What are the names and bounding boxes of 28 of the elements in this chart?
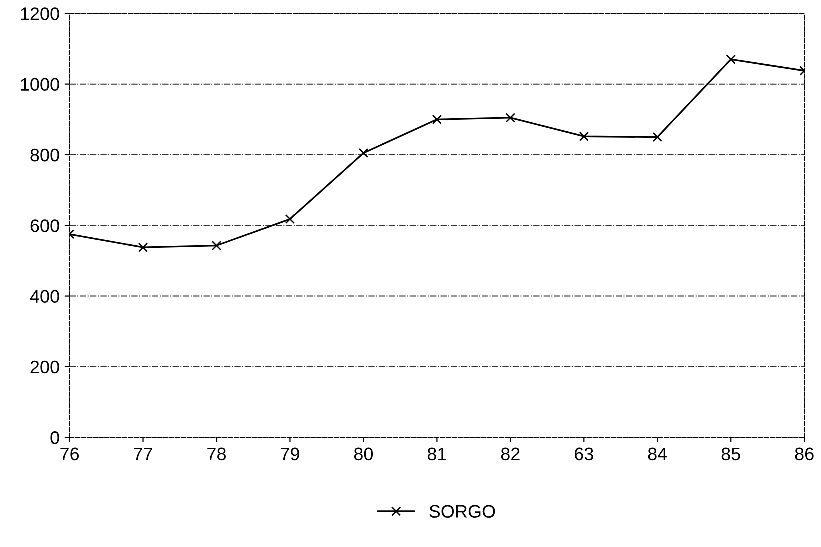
y-tick-label: 400: [30, 290, 60, 304]
y-tick-label: 1000: [21, 78, 60, 92]
y-tick-label: 0: [50, 432, 60, 444]
point: [579, 132, 590, 142]
point: [652, 132, 662, 142]
x-tick-label: 79: [281, 448, 300, 461]
point: [138, 242, 148, 252]
point: [506, 113, 516, 123]
x-tick-label: 86: [795, 448, 814, 461]
x-tick-label: 85: [722, 448, 740, 461]
x-tick-label: 63: [575, 448, 594, 461]
x-tick-label: 84: [648, 448, 668, 461]
y-tick-label: 800: [30, 148, 60, 162]
point: [212, 240, 222, 251]
point: [432, 114, 442, 125]
point: [285, 214, 296, 224]
x-tick-label: 77: [134, 448, 152, 460]
x-tick-label: 80: [354, 448, 374, 461]
point: [358, 148, 369, 158]
y-tick-label: 600: [30, 220, 60, 232]
x-tick-label: 81: [428, 448, 446, 461]
point: [726, 54, 736, 64]
legend-label: SORGO: [430, 505, 496, 518]
y-tick-label: 200: [30, 360, 60, 374]
x-tick-label: 78: [208, 448, 226, 461]
y-tick-label: 1200: [21, 8, 60, 20]
x-tick-label: 76: [60, 448, 80, 461]
x-tick-label: 82: [501, 448, 520, 461]
